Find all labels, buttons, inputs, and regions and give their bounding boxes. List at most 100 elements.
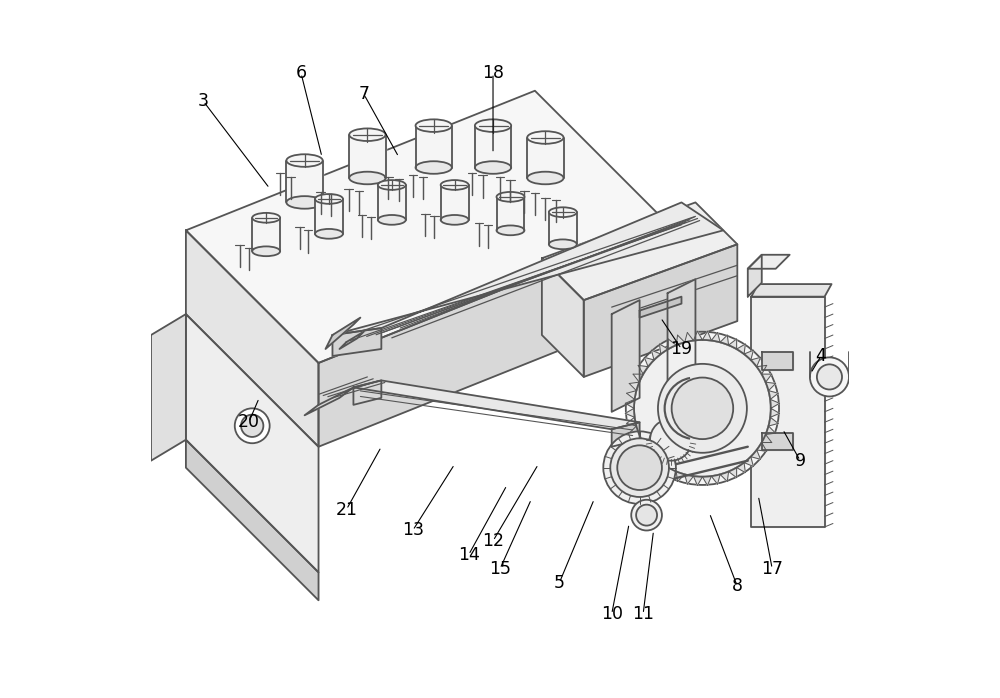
Circle shape — [636, 505, 657, 526]
Polygon shape — [252, 218, 280, 251]
Polygon shape — [720, 335, 729, 345]
Polygon shape — [638, 365, 648, 374]
Polygon shape — [668, 339, 676, 349]
Polygon shape — [685, 475, 693, 484]
Polygon shape — [497, 197, 524, 230]
Circle shape — [241, 415, 263, 437]
Text: 20: 20 — [238, 413, 260, 431]
Ellipse shape — [650, 419, 692, 461]
Polygon shape — [186, 230, 319, 447]
Polygon shape — [711, 332, 720, 342]
Polygon shape — [542, 202, 737, 300]
Polygon shape — [711, 475, 720, 484]
Circle shape — [610, 438, 669, 497]
Polygon shape — [151, 314, 186, 461]
Polygon shape — [748, 255, 790, 269]
Ellipse shape — [497, 192, 524, 202]
Polygon shape — [766, 426, 776, 435]
Ellipse shape — [527, 131, 564, 144]
Polygon shape — [353, 380, 640, 429]
Polygon shape — [633, 435, 643, 443]
Polygon shape — [326, 318, 360, 349]
Polygon shape — [629, 426, 639, 435]
Polygon shape — [644, 450, 654, 459]
Ellipse shape — [349, 172, 386, 184]
Polygon shape — [751, 357, 761, 366]
Polygon shape — [186, 314, 319, 572]
Text: 7: 7 — [358, 85, 369, 103]
Polygon shape — [702, 331, 711, 341]
Ellipse shape — [252, 213, 280, 223]
Polygon shape — [676, 335, 685, 345]
Ellipse shape — [475, 161, 511, 174]
Ellipse shape — [497, 225, 524, 235]
Polygon shape — [186, 91, 668, 363]
Polygon shape — [633, 374, 643, 382]
Polygon shape — [768, 391, 778, 399]
Polygon shape — [305, 387, 353, 415]
Polygon shape — [625, 408, 635, 417]
Polygon shape — [676, 472, 685, 482]
Polygon shape — [584, 244, 737, 377]
Polygon shape — [629, 382, 639, 391]
Polygon shape — [625, 399, 635, 408]
Circle shape — [810, 357, 849, 396]
Circle shape — [631, 500, 662, 530]
Text: 11: 11 — [632, 605, 654, 623]
Polygon shape — [640, 297, 681, 318]
Polygon shape — [685, 332, 693, 342]
Polygon shape — [737, 463, 745, 473]
Ellipse shape — [286, 154, 323, 167]
Polygon shape — [627, 417, 636, 426]
Polygon shape — [751, 297, 825, 527]
Text: 12: 12 — [482, 532, 504, 550]
Text: 18: 18 — [482, 64, 504, 82]
Ellipse shape — [634, 340, 771, 477]
Polygon shape — [475, 126, 511, 168]
Ellipse shape — [416, 161, 452, 174]
Polygon shape — [378, 185, 406, 220]
Polygon shape — [757, 365, 767, 374]
Ellipse shape — [441, 215, 469, 225]
Ellipse shape — [672, 378, 733, 439]
Polygon shape — [729, 339, 737, 349]
Text: 6: 6 — [296, 64, 307, 82]
Text: 3: 3 — [198, 92, 209, 110]
Polygon shape — [353, 380, 381, 405]
Circle shape — [817, 364, 842, 389]
Circle shape — [235, 408, 270, 443]
Polygon shape — [744, 456, 753, 466]
Circle shape — [603, 431, 676, 504]
Polygon shape — [659, 463, 668, 473]
Polygon shape — [644, 357, 654, 366]
Polygon shape — [668, 279, 695, 391]
Text: 15: 15 — [489, 560, 511, 578]
Polygon shape — [762, 435, 772, 443]
Ellipse shape — [315, 229, 343, 239]
Polygon shape — [737, 344, 745, 354]
Polygon shape — [770, 399, 780, 408]
Ellipse shape — [626, 332, 779, 485]
Ellipse shape — [527, 172, 564, 184]
Polygon shape — [186, 440, 319, 600]
Ellipse shape — [349, 128, 386, 141]
Text: 14: 14 — [458, 546, 480, 564]
Polygon shape — [729, 468, 737, 477]
Text: 4: 4 — [816, 347, 827, 365]
Polygon shape — [668, 468, 676, 477]
Polygon shape — [549, 212, 577, 244]
Ellipse shape — [441, 180, 469, 190]
Polygon shape — [702, 476, 711, 486]
Text: 5: 5 — [554, 574, 565, 592]
Text: 10: 10 — [601, 605, 623, 623]
Ellipse shape — [549, 207, 577, 217]
Ellipse shape — [378, 180, 406, 190]
Polygon shape — [349, 135, 386, 178]
Polygon shape — [744, 350, 753, 360]
Text: 19: 19 — [670, 340, 693, 358]
Polygon shape — [339, 332, 364, 349]
Polygon shape — [612, 422, 640, 447]
Polygon shape — [627, 391, 636, 399]
Polygon shape — [651, 350, 661, 360]
Ellipse shape — [475, 119, 511, 132]
